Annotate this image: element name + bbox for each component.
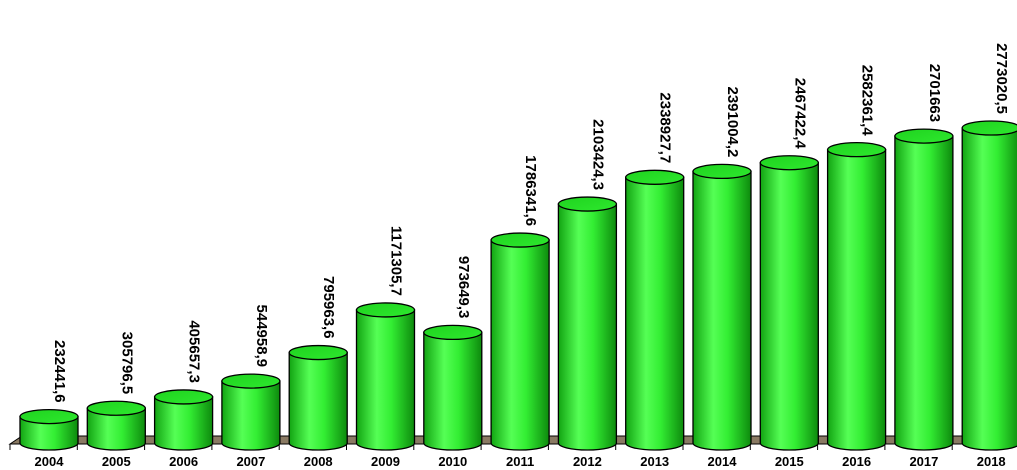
x-tick-label: 2004 [35,454,65,469]
bar [355,302,416,451]
x-tick-label: 2014 [708,454,738,469]
x-tick-label: 2012 [573,454,602,469]
bar-top [221,373,281,389]
data-label: 2773020,5 [993,43,1010,114]
data-label: 2103424,3 [589,119,606,190]
bar-top [423,324,483,341]
data-label: 405657,3 [186,320,203,383]
bar [490,232,550,451]
bar-top [894,128,954,144]
bar-body [759,162,819,451]
bar-body [826,149,887,451]
bar [19,408,79,451]
bar [423,324,483,451]
bar-top [557,196,618,212]
bar [288,344,348,451]
bar-top [692,163,752,180]
data-label: 2582361,4 [859,65,876,137]
bar-body [557,203,618,451]
data-label: 973649,3 [455,256,472,319]
bar-top [961,120,1017,136]
data-label: 2467422,4 [791,78,808,150]
bar-body [423,331,483,451]
x-tick-label: 2018 [977,454,1006,469]
bar [153,389,214,451]
bar-body [490,239,550,451]
data-label: 2701663 [926,64,943,122]
x-tick-label: 2005 [102,454,131,469]
x-tick-label: 2017 [909,454,938,469]
x-tick-label: 2008 [304,454,333,469]
data-label: 305796,5 [118,332,135,395]
bar-top [826,142,887,158]
x-tick-label: 2011 [506,454,534,469]
data-label: 1171305,7 [388,226,405,296]
data-label: 2391004,2 [724,86,741,157]
bar-top [86,400,146,416]
data-label: 544958,9 [253,305,270,368]
x-tick-label: 2016 [842,454,871,469]
data-label: 795963,6 [320,276,337,339]
data-label: 2338927,7 [657,92,674,163]
bar-body [153,396,214,451]
x-axis-ticks: 2004 2005 2006 2007 2008 2009 2010 2011 2012 2013… [35,454,1006,469]
x-tick-label: 2009 [371,454,400,469]
bar-top [288,344,348,361]
bar-body [355,309,416,451]
bar [894,128,954,451]
bar [625,169,685,451]
bars [19,120,1017,451]
bar-top [490,232,550,248]
bar-body [961,127,1017,451]
bar-body [692,170,752,451]
bar-body [19,415,79,451]
bar-body [86,407,146,451]
bar-top [355,302,416,318]
bar-top [759,155,819,171]
bar-body [221,380,281,451]
bar [221,373,281,451]
x-tick-label: 2013 [640,454,669,469]
bar [759,155,819,451]
x-tick-label: 2007 [236,454,265,469]
data-labels: 232441,6 305796,5 405657,3 544958,9 795963,6… [51,43,1010,403]
bar-body [288,351,348,451]
bar [961,120,1017,451]
data-label: 1786341,6 [522,155,539,226]
bar-body [894,135,954,451]
bar [692,163,752,451]
x-tick-label: 2010 [438,454,467,469]
bar [86,400,146,451]
x-tick-label: 2015 [775,454,804,469]
bar [826,142,887,451]
bar-top [625,169,685,185]
x-tick-label: 2006 [169,454,198,469]
data-label: 232441,6 [51,340,68,403]
bar-top [153,389,214,405]
bar [557,196,618,451]
bar-top [19,408,79,425]
bar-body [625,176,685,451]
